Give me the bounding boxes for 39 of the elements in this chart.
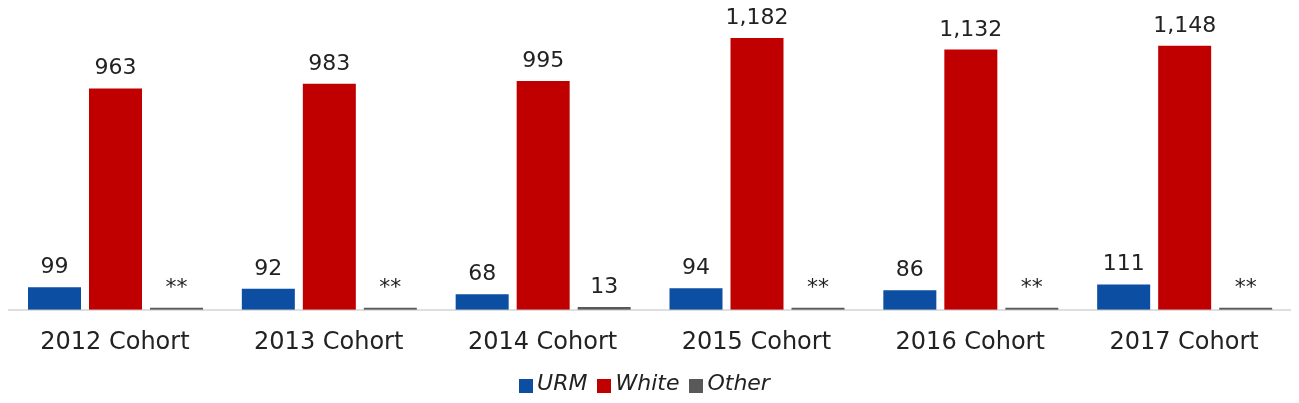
bar bbox=[455, 294, 509, 310]
data-label: 963 bbox=[94, 54, 137, 80]
data-label: 1,148 bbox=[1153, 11, 1217, 37]
x-tick-label: 2016 Cohort bbox=[895, 327, 1045, 356]
data-label: 983 bbox=[308, 49, 351, 75]
data-label: 111 bbox=[1102, 250, 1145, 276]
bar bbox=[1097, 284, 1151, 310]
data-label: ** bbox=[165, 273, 188, 299]
data-label: 99 bbox=[40, 253, 69, 279]
data-label: 94 bbox=[682, 254, 710, 280]
bar bbox=[669, 288, 723, 310]
bar bbox=[883, 290, 937, 310]
bar bbox=[89, 88, 142, 310]
bar bbox=[944, 49, 998, 310]
data-label: ** bbox=[1020, 273, 1043, 299]
x-tick-label: 2015 Cohort bbox=[681, 327, 832, 356]
data-label: ** bbox=[379, 273, 402, 299]
data-label: ** bbox=[807, 273, 829, 299]
x-tick-label: 2017 Cohort bbox=[1109, 327, 1259, 356]
data-label: 13 bbox=[590, 273, 619, 299]
data-label: 995 bbox=[522, 47, 565, 73]
legend-label: White bbox=[615, 370, 680, 395]
legend-label: Other bbox=[707, 370, 770, 395]
data-label: 92 bbox=[254, 254, 283, 280]
x-tick-label: 2014 Cohort bbox=[467, 327, 618, 356]
bar bbox=[302, 83, 356, 310]
legend-label: URM bbox=[537, 370, 588, 395]
data-label: 1,132 bbox=[939, 15, 1003, 41]
data-label: 86 bbox=[895, 256, 924, 282]
data-label: 1,182 bbox=[725, 4, 789, 29]
data-label: 68 bbox=[468, 260, 497, 286]
data-label: ** bbox=[1234, 273, 1257, 299]
bar bbox=[730, 38, 784, 310]
bar bbox=[28, 287, 81, 310]
x-tick-label: 2012 Cohort bbox=[40, 327, 190, 356]
bar bbox=[241, 288, 295, 310]
bar bbox=[1158, 45, 1212, 310]
x-tick-label: 2013 Cohort bbox=[254, 327, 404, 356]
bar bbox=[516, 81, 570, 310]
